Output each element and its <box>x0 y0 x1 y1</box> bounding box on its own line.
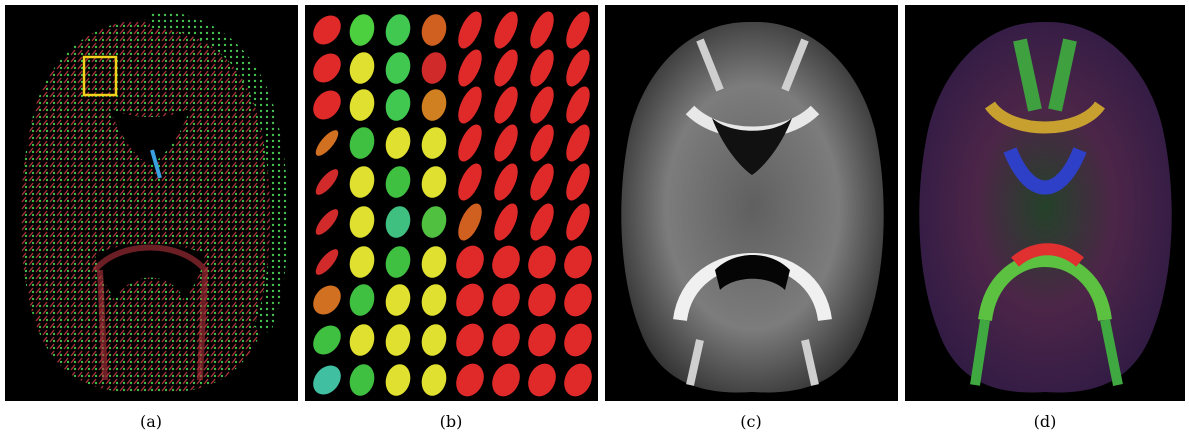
panel-c <box>605 5 898 401</box>
tensor-glyph <box>313 365 341 395</box>
tensor-glyph <box>385 246 411 278</box>
tensor-glyph <box>458 124 482 162</box>
tensor-glyph <box>421 364 447 396</box>
tensor-glyph <box>315 249 339 275</box>
tensor-glyph <box>494 49 518 87</box>
tensor-glyph <box>564 323 592 357</box>
tensor-glyph <box>528 283 556 317</box>
caption: (a) <box>140 412 162 431</box>
tensor-glyph <box>421 324 447 356</box>
tensor-glyph <box>566 49 590 87</box>
tensor-glyph <box>494 86 518 124</box>
tensor-glyph <box>564 363 592 397</box>
tensor-glyph <box>492 363 520 397</box>
tensor-glyph <box>456 283 484 317</box>
tensor-glyph <box>530 86 554 124</box>
tensor-glyph <box>421 89 447 121</box>
tensor-glyph <box>421 127 447 159</box>
tensor-glyph <box>421 166 447 198</box>
tensor-glyph <box>494 163 518 201</box>
caption: (c) <box>740 412 761 431</box>
tensor-glyph <box>385 284 411 316</box>
tensor-glyph <box>528 323 556 357</box>
tensor-glyph <box>566 124 590 162</box>
tensor-glyph <box>385 206 411 238</box>
tensor-glyph <box>349 127 375 159</box>
tensor-glyph <box>530 124 554 162</box>
tensor-glyph <box>458 163 482 201</box>
tensor-glyph <box>456 323 484 357</box>
tensor-glyph <box>421 246 447 278</box>
tensor-glyph <box>349 206 375 238</box>
tensor-glyph <box>421 206 447 238</box>
tensor-glyph <box>349 14 375 46</box>
tensor-glyph <box>530 163 554 201</box>
tensor-glyph <box>494 11 518 49</box>
tensor-glyph <box>458 86 482 124</box>
tensor-glyph <box>566 203 590 241</box>
tensor-glyph <box>456 363 484 397</box>
tensor-glyph <box>566 163 590 201</box>
tensor-glyph <box>421 52 447 84</box>
tensor-glyph <box>385 127 411 159</box>
tensor-glyph <box>313 15 341 45</box>
tensor-glyph <box>349 246 375 278</box>
tensor-glyph <box>564 283 592 317</box>
tensor-glyph <box>528 363 556 397</box>
panel-a <box>5 5 298 401</box>
tensor-glyph <box>458 49 482 87</box>
tensor-glyph <box>564 245 592 279</box>
tensor-glyph <box>385 14 411 46</box>
tensor-glyph <box>315 130 339 156</box>
tensor-glyph <box>315 209 339 235</box>
tensor-glyph <box>313 90 341 120</box>
tensor-glyph <box>458 203 482 241</box>
tensor-glyph <box>349 284 375 316</box>
tensor-glyph <box>385 89 411 121</box>
tensor-glyph <box>530 203 554 241</box>
tensor-glyph <box>313 325 341 355</box>
tensor-glyph <box>349 166 375 198</box>
caption: (d) <box>1034 412 1057 431</box>
tensor-glyph <box>421 284 447 316</box>
panel-b <box>305 5 598 401</box>
tensor-glyph <box>385 324 411 356</box>
panel-d <box>905 5 1185 401</box>
tensor-glyph <box>492 245 520 279</box>
tensor-glyph <box>566 11 590 49</box>
tensor-glyph <box>494 203 518 241</box>
tensor-glyph <box>492 283 520 317</box>
tensor-glyph <box>530 11 554 49</box>
tensor-glyph <box>530 49 554 87</box>
tensor-glyph <box>349 324 375 356</box>
tensor-glyph <box>349 364 375 396</box>
tensor-glyph <box>313 53 341 83</box>
tensor-glyph <box>528 245 556 279</box>
tensor-glyph <box>349 52 375 84</box>
tensor-glyph <box>313 285 341 315</box>
tensor-glyph <box>349 89 375 121</box>
tensor-glyph <box>315 169 339 195</box>
tensor-glyph <box>566 86 590 124</box>
tensor-glyph <box>458 11 482 49</box>
caption: (b) <box>440 412 463 431</box>
tensor-glyph <box>494 124 518 162</box>
tensor-glyph <box>385 166 411 198</box>
tensor-glyph <box>385 52 411 84</box>
tensor-glyph <box>421 14 447 46</box>
tensor-glyph <box>456 245 484 279</box>
tensor-glyph <box>492 323 520 357</box>
tensor-glyph <box>385 364 411 396</box>
